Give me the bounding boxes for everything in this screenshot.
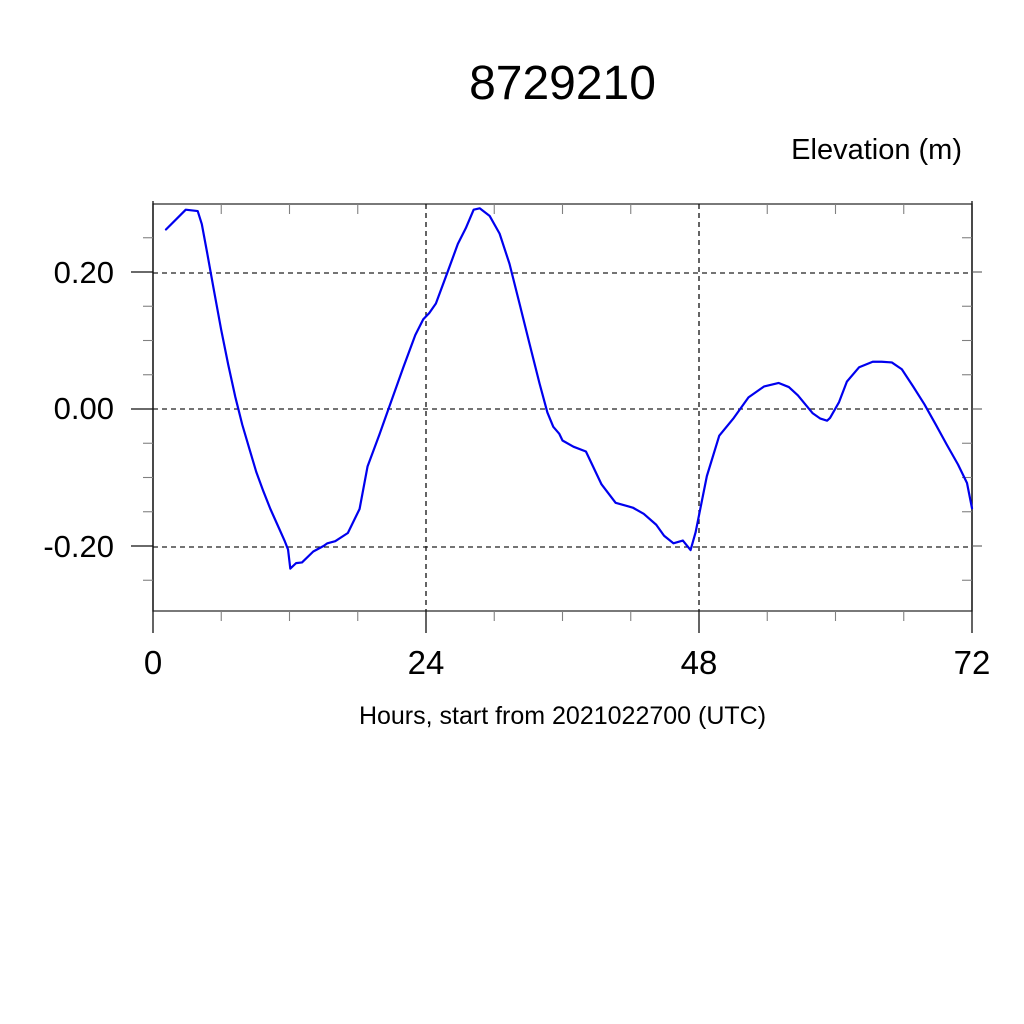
svg-text:0: 0 — [144, 644, 162, 681]
svg-text:-0.20: -0.20 — [43, 529, 114, 564]
svg-text:24: 24 — [408, 644, 445, 681]
svg-text:48: 48 — [681, 644, 718, 681]
svg-text:0.20: 0.20 — [54, 255, 114, 290]
svg-text:72: 72 — [954, 644, 991, 681]
svg-text:0.00: 0.00 — [54, 391, 114, 426]
